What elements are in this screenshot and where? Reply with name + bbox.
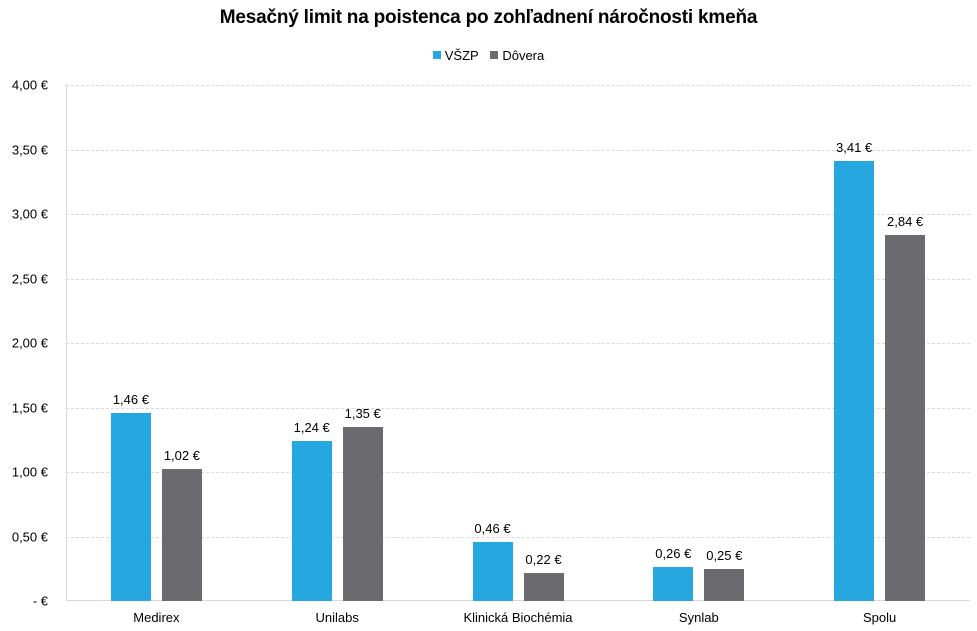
gridline [66, 149, 970, 151]
data-label: 0,25 € [706, 547, 743, 563]
y-tick-label: 4,00 € [11, 77, 48, 93]
y-tick-label: 0,50 € [11, 529, 48, 544]
bar-vszp [472, 541, 513, 601]
x-tick-label: Klinická Biochémia [463, 610, 573, 625]
data-label: 0,22 € [525, 551, 562, 567]
data-label: 1,02 € [163, 448, 200, 464]
data-label: 2,84 € [887, 213, 924, 229]
y-tick-label: 2,50 € [11, 271, 48, 286]
data-label: 0,46 € [474, 520, 511, 536]
data-label: 1,24 € [293, 420, 330, 436]
bar-dovera [885, 234, 926, 601]
data-label: 0,26 € [655, 546, 692, 562]
legend: VŠZP Dôvera [0, 47, 977, 63]
legend-label-vszp: VŠZP [444, 47, 479, 63]
x-tick-label: Spolu [862, 610, 897, 625]
bar-vszp [834, 161, 875, 601]
chart-title: Mesačný limit na poistenca po zohľadnení… [219, 7, 758, 28]
bar-dovera [704, 568, 745, 601]
gridline [66, 407, 970, 409]
bar-dovera [342, 426, 383, 601]
plot-area: 1,46 € 1,02 € 1,24 € 1,35 € 0,46 € 0,22 € 0,26… [66, 85, 970, 601]
gridline [66, 536, 970, 538]
x-tick-label: Unilabs [315, 610, 359, 625]
legend-swatch-vszp [432, 51, 441, 59]
gridline [66, 343, 970, 344]
legend-item-dovera: Dôvera [490, 48, 544, 63]
y-tick-label: 3,00 € [11, 206, 48, 222]
y-tick-label: - € [32, 593, 48, 609]
data-label: 1,35 € [344, 405, 381, 421]
x-tick-label: Synlab [678, 610, 719, 625]
bar-dovera [523, 572, 564, 601]
legend-swatch-dovera [490, 51, 499, 59]
data-label: 3,41 € [836, 140, 873, 156]
x-axis-line [66, 600, 970, 601]
gridline [66, 214, 970, 215]
data-label: 1,46 € [112, 391, 149, 407]
x-tick-label: Medirex [133, 610, 180, 625]
gridline [66, 472, 970, 473]
y-tick-label: 2,00 € [11, 335, 48, 351]
bar-vszp [653, 567, 694, 601]
y-tick-label: 1,50 € [11, 400, 48, 415]
bar-vszp [110, 412, 151, 601]
bar-dovera [161, 469, 202, 601]
gridline [66, 278, 970, 280]
legend-label-dovera: Dôvera [502, 47, 545, 63]
bar-vszp [291, 441, 332, 601]
gridline [66, 85, 970, 86]
legend-item-vszp: VŠZP [432, 47, 479, 63]
y-tick-label: 3,50 € [11, 142, 48, 157]
y-tick-label: 1,00 € [11, 464, 48, 480]
